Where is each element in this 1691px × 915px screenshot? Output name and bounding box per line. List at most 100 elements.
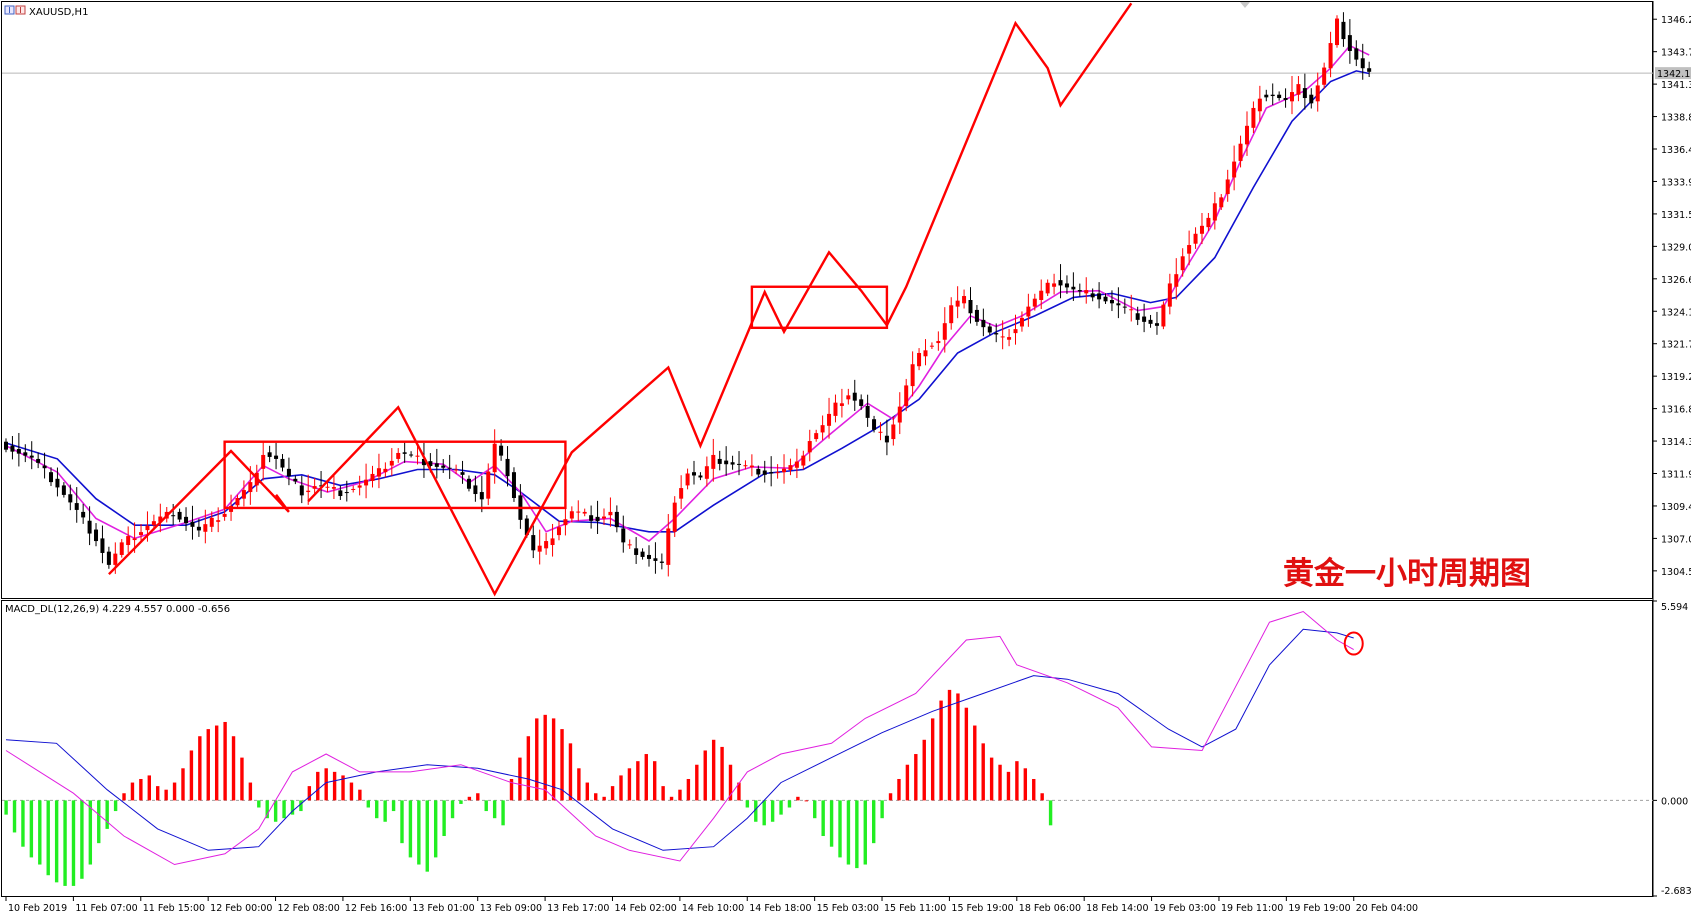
candle-bull — [1290, 92, 1294, 102]
macd-histogram-bar — [779, 800, 783, 815]
candle-bear — [1116, 303, 1121, 306]
candle-bull — [936, 341, 941, 344]
candle-bear — [447, 467, 452, 469]
candle-bull — [415, 455, 420, 457]
macd-histogram-bar — [711, 739, 716, 801]
candle-bull — [556, 527, 561, 536]
candle-bull — [1219, 197, 1224, 208]
time-tick-label: 19 Feb 19:00 — [1288, 903, 1350, 914]
candle-bull — [576, 511, 581, 513]
macd-tick-label: 0.000 — [1661, 796, 1688, 807]
macd-histogram-bar — [214, 725, 219, 801]
candle-bear — [177, 511, 182, 520]
candle-bull — [897, 406, 902, 423]
candle-bear — [974, 309, 979, 322]
candle-bear — [595, 516, 600, 522]
candle-bull — [775, 472, 780, 474]
candle-bear — [10, 445, 15, 452]
candle-bull — [241, 490, 246, 499]
macd-histogram-bar — [989, 757, 994, 801]
time-axis: 10 Feb 2019 11 Feb 07:00 11 Feb 15:00 12 Fe… — [5, 897, 1418, 914]
price-tick-label: 1324.15 — [1661, 307, 1691, 318]
price-tick-label: 1319.25 — [1661, 372, 1691, 383]
macd-histogram-bar — [787, 800, 792, 808]
candle-bull — [537, 545, 542, 552]
candle-bull — [325, 486, 330, 488]
consolidation-box-1 — [223, 440, 567, 510]
candle-bull — [312, 486, 317, 489]
candle-bull — [685, 473, 690, 486]
macd-histogram-bar — [930, 718, 935, 801]
macd-histogram-bar — [627, 768, 632, 801]
candle-bull — [1335, 18, 1340, 46]
macd-histogram-bar — [4, 800, 8, 815]
price-tick-label: 1343.75 — [1661, 48, 1691, 59]
candle-bear — [865, 405, 870, 418]
candle-bear — [286, 468, 291, 477]
price-tick-label: 1346.20 — [1661, 15, 1691, 26]
candle-bear — [74, 503, 79, 510]
candle-bull — [248, 482, 253, 493]
current-price-tag — [1655, 67, 1691, 80]
macd-histogram-bar — [754, 800, 758, 822]
macd-histogram-bar — [223, 721, 227, 801]
candle-bull — [1084, 290, 1089, 294]
price-tick-label: 1311.90 — [1661, 470, 1691, 481]
candle-bull — [1026, 306, 1031, 317]
macd-histogram-bar — [307, 786, 312, 801]
time-tick-label: 10 Feb 2019 — [8, 903, 67, 914]
candle-bear — [968, 300, 973, 314]
macd-histogram-bar — [846, 800, 851, 865]
candle-bear — [299, 485, 304, 496]
macd-histogram-bar — [164, 789, 168, 801]
consolidation-box-2 — [750, 285, 889, 330]
macd-histogram-bar — [914, 754, 918, 801]
macd-histogram-bar — [652, 761, 657, 801]
candle-bear — [1103, 296, 1108, 302]
candle-bear — [589, 515, 594, 521]
candle-bull — [608, 511, 613, 516]
price-tick-label: 1329.05 — [1661, 242, 1691, 253]
candle-bull — [203, 524, 208, 532]
candlesticks — [4, 12, 1372, 577]
macd-histogram-bar — [433, 800, 438, 858]
macd-histogram-bar — [282, 800, 286, 819]
candle-bear — [29, 455, 34, 458]
candle-bull — [672, 502, 677, 532]
macd-histogram-bar — [585, 782, 590, 801]
macd-label: MACD_DL(12,26,9) 4.229 4.557 0.000 -0.65… — [5, 604, 230, 615]
macd-histogram-bar — [71, 800, 76, 886]
macd-histogram-bar — [383, 800, 387, 822]
candle-bull — [839, 403, 844, 406]
candle-bear — [87, 520, 92, 534]
price-axis: 1346.20 1343.75 1341.30 1338.85 1336.40 1333.… — [1240, 2, 1691, 578]
candle-bull — [904, 385, 909, 406]
macd-histogram-bar — [821, 800, 825, 837]
candle-bull — [132, 538, 137, 541]
macd-histogram-bar — [1023, 768, 1028, 801]
candle-bear — [653, 558, 658, 561]
candle-bull — [1322, 67, 1327, 85]
macd-histogram-bar — [417, 800, 421, 865]
candle-bear — [981, 319, 986, 328]
candle-bear — [872, 419, 877, 430]
macd-histogram-bar — [998, 764, 1002, 801]
candle-bull — [1187, 245, 1192, 254]
candle-bear — [42, 465, 47, 469]
macd-histogram-bar — [501, 800, 505, 826]
candle-bull — [1244, 125, 1249, 145]
candle-bear — [730, 462, 735, 465]
candle-bear — [466, 478, 471, 489]
candle-bull — [1129, 309, 1134, 311]
macd-histogram-bar — [139, 778, 143, 801]
macd-histogram-bar — [922, 739, 926, 801]
macd-histogram-bar — [400, 800, 404, 844]
candle-bull — [1238, 143, 1243, 161]
candle-bull — [949, 305, 954, 324]
candle-bear — [1302, 88, 1307, 99]
macd-histogram-bar — [1015, 761, 1019, 801]
time-tick-label: 14 Feb 02:00 — [614, 903, 676, 914]
macd-histogram-bar — [518, 757, 522, 801]
